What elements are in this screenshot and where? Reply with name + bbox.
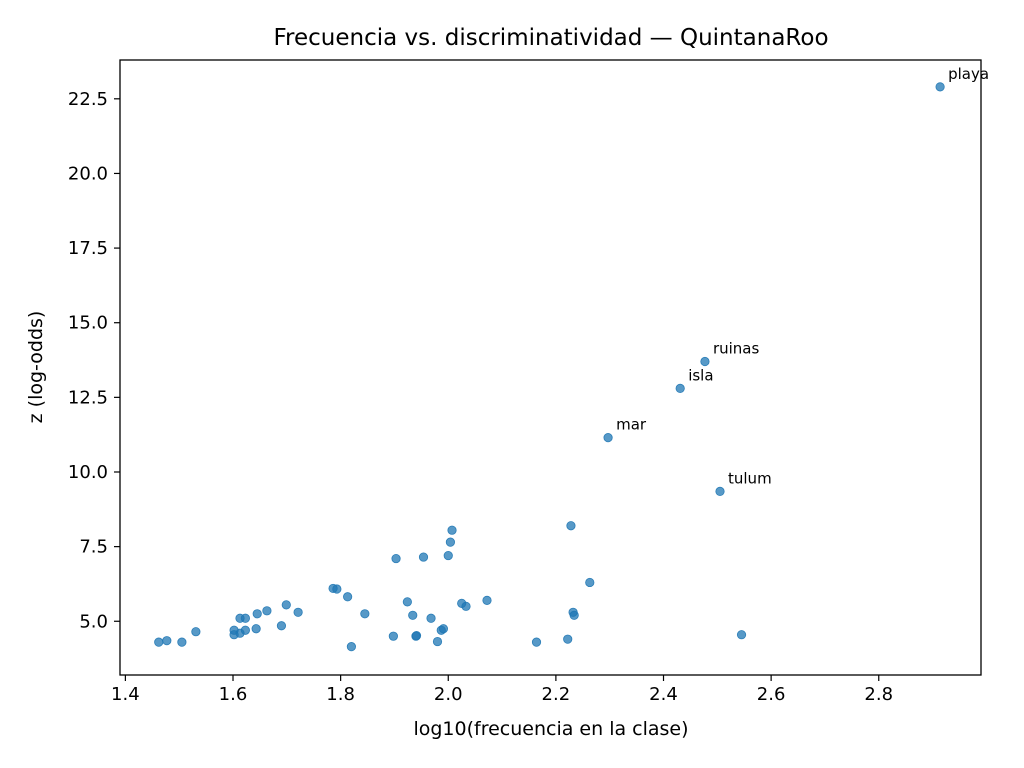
data-point bbox=[675, 383, 685, 393]
data-point bbox=[360, 609, 370, 619]
data-point bbox=[388, 631, 398, 641]
y-tick-label: 22.5 bbox=[68, 89, 108, 110]
data-point bbox=[154, 637, 164, 647]
y-tick-label: 20.0 bbox=[68, 163, 108, 184]
data-point bbox=[293, 607, 303, 617]
data-point bbox=[391, 553, 401, 564]
data-point bbox=[402, 597, 412, 607]
data-point bbox=[700, 356, 710, 367]
x-tick-label: 2.6 bbox=[757, 684, 786, 705]
data-points bbox=[154, 82, 945, 652]
data-point bbox=[332, 584, 342, 594]
data-point bbox=[569, 610, 579, 620]
data-point bbox=[531, 637, 542, 647]
data-point bbox=[438, 624, 449, 634]
annotation-tulum: tulum bbox=[728, 469, 772, 487]
data-point bbox=[177, 637, 187, 647]
data-point bbox=[432, 636, 443, 647]
data-point bbox=[235, 613, 245, 623]
data-point bbox=[445, 537, 456, 547]
chart-title: Frecuencia vs. discriminatividad — Quint… bbox=[273, 25, 828, 51]
data-point bbox=[482, 595, 492, 605]
data-point bbox=[262, 606, 272, 616]
y-tick-label: 12.5 bbox=[68, 387, 108, 408]
plot-frame bbox=[119, 59, 982, 676]
data-point bbox=[447, 525, 457, 535]
y-tick-label: 7.5 bbox=[79, 537, 108, 558]
data-point bbox=[343, 592, 353, 602]
data-point bbox=[585, 577, 595, 588]
annotation-isla: isla bbox=[688, 366, 713, 384]
x-tick-label: 2.4 bbox=[649, 684, 678, 705]
data-point bbox=[736, 630, 747, 640]
x-tick-label: 2.0 bbox=[434, 684, 463, 705]
data-point bbox=[461, 601, 471, 611]
x-tick-label: 1.8 bbox=[326, 684, 355, 705]
data-point bbox=[162, 636, 172, 646]
data-point bbox=[191, 627, 201, 637]
annotation-mar: mar bbox=[616, 416, 647, 434]
data-point bbox=[443, 550, 453, 561]
data-point bbox=[276, 621, 287, 631]
data-point bbox=[715, 486, 725, 496]
x-axis-label: log10(frecuencia en la clase) bbox=[413, 718, 688, 740]
data-point bbox=[229, 630, 239, 640]
data-point bbox=[346, 642, 356, 652]
y-tick-label: 5.0 bbox=[79, 611, 108, 632]
data-point bbox=[252, 609, 262, 619]
data-point bbox=[563, 634, 573, 644]
x-tick-label: 2.2 bbox=[542, 684, 571, 705]
y-tick-label: 15.0 bbox=[68, 313, 108, 334]
data-point bbox=[408, 610, 418, 620]
axis-ticks: 1.4 1.6 1.8 2.0 2.2 2.4 2.6 2.8 5.0 7.5 10.0 12.5 15… bbox=[68, 89, 893, 705]
y-tick-label: 10.0 bbox=[68, 462, 108, 483]
data-point bbox=[426, 613, 436, 623]
x-tick-label: 1.4 bbox=[111, 684, 140, 705]
data-point bbox=[935, 82, 945, 92]
data-point bbox=[603, 433, 613, 443]
x-tick-label: 2.8 bbox=[864, 684, 893, 705]
data-point bbox=[251, 624, 261, 634]
data-point bbox=[411, 630, 422, 641]
y-tick-label: 17.5 bbox=[68, 238, 108, 259]
annotation-ruinas: ruinas bbox=[713, 340, 760, 358]
data-point bbox=[566, 521, 576, 531]
y-axis-label: z (log-odds) bbox=[25, 311, 47, 424]
data-point bbox=[418, 552, 429, 562]
annotation-playa: playa bbox=[948, 65, 989, 83]
data-point bbox=[281, 600, 291, 610]
x-tick-label: 1.6 bbox=[219, 684, 248, 705]
